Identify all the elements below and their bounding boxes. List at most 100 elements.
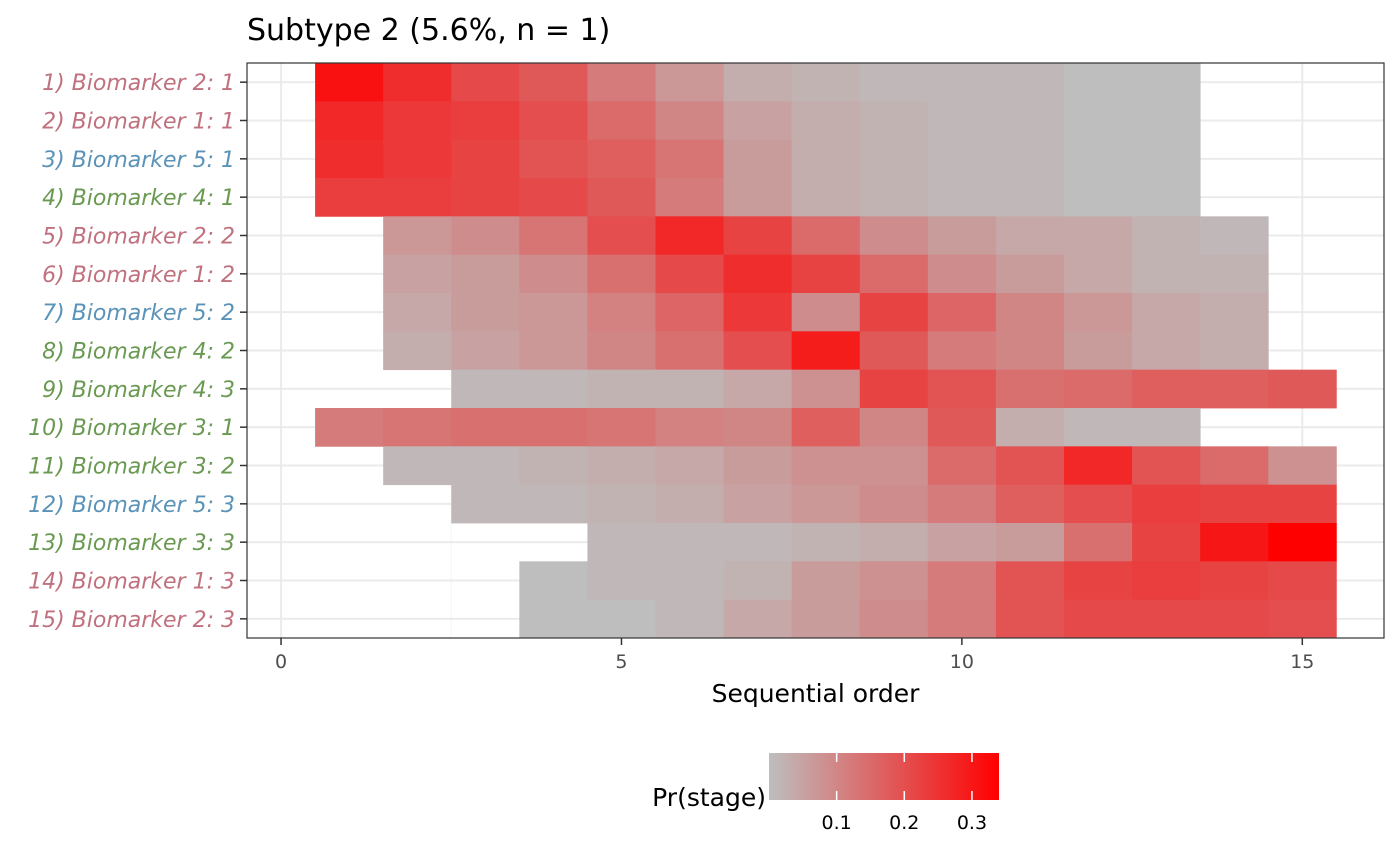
heatmap-cell [1064, 369, 1133, 409]
heatmap-cell [519, 599, 588, 639]
x-axis-title: Sequential order [712, 679, 921, 708]
heatmap-cell [791, 331, 861, 371]
heatmap-cell [655, 101, 724, 141]
heatmap-cell [927, 408, 997, 447]
heatmap-cell [791, 408, 861, 447]
heatmap-cell [791, 446, 861, 486]
heatmap-cell [587, 178, 656, 217]
heatmap-cell [587, 63, 656, 102]
heatmap-cell [1200, 216, 1269, 256]
heatmap-cell [723, 599, 793, 639]
heatmap-cell [587, 561, 656, 601]
legend-tick-label: 0.1 [822, 812, 852, 834]
heatmap-cell [723, 369, 793, 409]
y-tick-label: 8) Biomarker 4: 2 [42, 340, 235, 365]
heatmap-cell [723, 101, 793, 141]
heatmap-cell [791, 216, 861, 256]
heatmap-cell [315, 63, 384, 102]
heatmap-cell [1200, 599, 1269, 639]
heatmap-cell [587, 216, 656, 256]
heatmap-cell [927, 523, 997, 562]
heatmap-cell [451, 216, 520, 256]
heatmap-cell [1064, 254, 1133, 294]
heatmap-cell [995, 178, 1065, 217]
heatmap-cell [1200, 523, 1269, 562]
heatmap-cell [791, 293, 861, 332]
heatmap-cell [927, 484, 997, 524]
heatmap-cell [1132, 63, 1201, 102]
y-tick-label: 3) Biomarker 5: 1 [42, 148, 235, 173]
heatmap-cell [723, 178, 793, 217]
heatmap-cell [791, 254, 861, 294]
heatmap-cell [1132, 101, 1201, 141]
heatmap-cell [451, 484, 520, 524]
chart-title: Subtype 2 (5.6%, n = 1) [247, 13, 610, 48]
y-tick-label: 9) Biomarker 4: 3 [42, 378, 235, 403]
heatmap-cell [1064, 599, 1133, 639]
heatmap-cell [723, 484, 793, 524]
heatmap-cell [1268, 369, 1337, 409]
heatmap-cell [723, 446, 793, 486]
heatmap-cell [1064, 523, 1133, 562]
heatmap-cell [791, 101, 861, 141]
heatmap-cell [655, 369, 724, 409]
heatmap-cell [1064, 484, 1133, 524]
heatmap-cell [519, 216, 588, 256]
heatmap-cell [995, 523, 1065, 562]
heatmap-cell [587, 484, 656, 524]
heatmap-cell [1132, 254, 1201, 294]
heatmap-cell [1200, 561, 1269, 601]
heatmap-cell [655, 178, 724, 217]
heatmap-cell [451, 63, 520, 102]
heatmap-cell [655, 561, 724, 601]
heatmap-cell [791, 63, 861, 102]
heatmap-cell [859, 178, 929, 217]
heatmap-cell [995, 561, 1065, 601]
heatmap-cell [383, 254, 452, 294]
heatmap-cell [1200, 293, 1269, 332]
heatmap-cell [1132, 561, 1201, 601]
heatmap-cell [791, 561, 861, 601]
heatmap-cell [519, 484, 588, 524]
heatmap-cells [315, 63, 1337, 639]
heatmap-cell [995, 139, 1065, 179]
x-tick-label: 0 [275, 651, 287, 673]
heatmap-cell [1268, 484, 1337, 524]
heatmap-cell [859, 254, 929, 294]
heatmap-cell [995, 369, 1065, 409]
heatmap-cell [995, 101, 1065, 141]
heatmap-cell [995, 484, 1065, 524]
heatmap-cell [1064, 293, 1133, 332]
heatmap-cell [995, 254, 1065, 294]
heatmap-cell [655, 63, 724, 102]
y-tick-label: 1) Biomarker 2: 1 [42, 71, 235, 96]
heatmap-cell [723, 63, 793, 102]
heatmap-cell [723, 408, 793, 447]
heatmap-cell [859, 561, 929, 601]
heatmap-cell [859, 63, 929, 102]
heatmap-cell [995, 446, 1065, 486]
heatmap-cell [927, 101, 997, 141]
heatmap-cell [723, 216, 793, 256]
heatmap-cell [655, 331, 724, 371]
x-tick-label: 10 [950, 651, 974, 673]
heatmap-cell [383, 446, 452, 486]
heatmap-cell [383, 216, 452, 256]
heatmap-cell [383, 178, 452, 217]
heatmap-cell [655, 484, 724, 524]
y-tick-label: 10) Biomarker 3: 1 [28, 416, 235, 441]
heatmap-cell [1132, 216, 1201, 256]
heatmap-cell [1200, 484, 1269, 524]
heatmap-cell [655, 254, 724, 294]
heatmap-cell [859, 523, 929, 562]
heatmap-cell [1132, 178, 1201, 217]
y-tick-label: 7) Biomarker 5: 2 [42, 301, 235, 326]
heatmap-cell [1132, 408, 1201, 447]
heatmap-cell [451, 101, 520, 141]
heatmap-cell [1064, 216, 1133, 256]
heatmap-cell [791, 484, 861, 524]
legend-tick-label: 0.3 [957, 812, 987, 834]
heatmap-cell [383, 331, 452, 371]
heatmap-cell [927, 293, 997, 332]
